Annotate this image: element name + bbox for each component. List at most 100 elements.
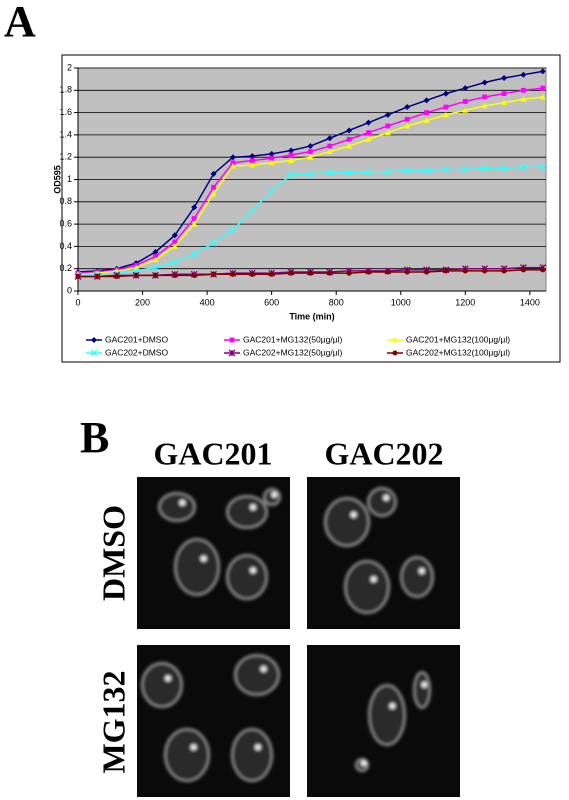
cell: [324, 497, 370, 547]
marker: [171, 258, 179, 266]
marker: [230, 271, 236, 277]
marker: [424, 110, 429, 115]
marker: [268, 150, 275, 157]
marker: [501, 268, 507, 274]
marker: [462, 268, 468, 274]
marker: [423, 117, 430, 123]
marker: [461, 166, 469, 173]
marker: [392, 350, 398, 356]
cells: [324, 487, 434, 614]
marker: [288, 270, 294, 276]
row-label: DMSO: [95, 505, 131, 601]
marker: [171, 232, 178, 239]
marker: [210, 239, 218, 247]
x-tick-label: 600: [264, 297, 279, 307]
legend-label: GAC202+MG132(100µg/µl): [406, 347, 510, 357]
marker: [249, 271, 255, 277]
marker: [172, 272, 178, 278]
marker: [462, 107, 469, 113]
marker: [540, 85, 546, 91]
legend-label: GAC201+MG132(100µg/µl): [406, 334, 510, 344]
cells: [158, 488, 281, 600]
marker: [423, 97, 430, 104]
row-label: MG132: [95, 670, 131, 773]
marker: [385, 123, 391, 129]
cell: [141, 662, 183, 708]
legend-label: GAC201+MG132(50µg/µl): [243, 334, 342, 344]
marker: [519, 163, 527, 171]
spot: [350, 511, 357, 518]
marker: [288, 157, 295, 163]
marker: [346, 143, 353, 149]
marker: [152, 264, 159, 272]
marker: [287, 171, 295, 179]
cell: [158, 492, 196, 522]
marker: [191, 272, 197, 278]
marker: [384, 129, 391, 136]
marker: [404, 269, 410, 275]
marker: [269, 271, 275, 277]
marker: [501, 75, 508, 82]
marker: [365, 136, 372, 142]
marker: [539, 163, 547, 171]
marker: [366, 130, 371, 136]
cells: [355, 671, 431, 772]
cell: [234, 654, 280, 696]
marker: [249, 153, 256, 160]
x-tick-label: 0: [75, 297, 80, 307]
marker: [327, 270, 333, 276]
marker: [306, 170, 314, 178]
x-tick-label: 400: [200, 297, 215, 307]
marker: [327, 143, 333, 149]
marker: [191, 216, 197, 221]
marker: [229, 163, 236, 169]
marker: [346, 127, 353, 134]
y-tick-label: 0.8: [59, 196, 72, 206]
marker: [211, 271, 217, 277]
marker: [228, 349, 236, 357]
y-tick-label: 1.8: [59, 85, 72, 95]
marker: [307, 149, 313, 155]
marker: [365, 269, 372, 275]
marker: [520, 96, 527, 102]
marker: [191, 204, 198, 211]
marker: [481, 79, 488, 86]
marker: [326, 135, 333, 142]
marker: [346, 270, 352, 276]
spot: [260, 666, 267, 672]
marker: [133, 272, 139, 278]
spot: [179, 499, 186, 506]
cell: [344, 560, 390, 614]
marker: [153, 254, 158, 259]
spot: [389, 703, 396, 709]
x-tick-label: 200: [135, 297, 150, 307]
marker: [462, 85, 469, 92]
marker: [326, 148, 333, 155]
marker: [482, 94, 488, 100]
cell: [368, 684, 406, 746]
marker: [404, 104, 411, 111]
cell: [400, 556, 434, 598]
spot: [360, 760, 367, 767]
marker: [230, 160, 236, 166]
panel-label: A: [4, 0, 36, 46]
marker: [346, 136, 352, 142]
y-tick-label: 0.6: [59, 218, 72, 228]
marker: [442, 90, 449, 97]
marker: [345, 169, 353, 177]
spot: [165, 675, 171, 682]
marker: [520, 267, 526, 273]
y-tick-label: 1: [67, 174, 72, 184]
x-tick-label: 1400: [520, 297, 540, 307]
marker: [210, 170, 217, 177]
marker: [307, 143, 314, 150]
marker: [249, 158, 255, 163]
marker: [462, 99, 468, 104]
y-tick-label: 1.2: [59, 152, 72, 162]
marker: [288, 147, 295, 154]
y-tick-label: 0: [67, 285, 72, 295]
marker: [191, 221, 198, 227]
marker: [248, 207, 256, 215]
y-tick-label: 0.2: [59, 263, 72, 273]
